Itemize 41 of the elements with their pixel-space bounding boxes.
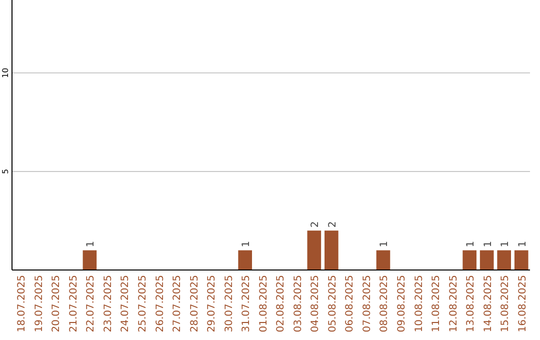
x-tick-label: 30.07.2025 <box>224 275 235 332</box>
x-tick-label: 20.07.2025 <box>51 275 62 332</box>
x-tick-label: 16.08.2025 <box>517 275 528 332</box>
x-tick-label: 05.08.2025 <box>327 275 338 332</box>
x-tick-label: 26.07.2025 <box>154 275 166 332</box>
x-tick-label: 04.08.2025 <box>310 275 322 332</box>
x-tick-label: 03.08.2025 <box>292 275 304 332</box>
data-label: 2 <box>327 221 338 228</box>
data-label: 1 <box>482 240 494 248</box>
x-tick-label: 24.07.2025 <box>120 275 132 332</box>
y-tick-label: 10 <box>1 68 10 78</box>
x-tick-label: 12.08.2025 <box>448 275 460 332</box>
x-tick-label: 13.08.2025 <box>466 275 477 332</box>
x-tick-label: 22.07.2025 <box>86 275 97 332</box>
x-tick-label: 28.07.2025 <box>189 275 200 332</box>
data-label: 1 <box>86 240 97 248</box>
x-tick-label: 18.07.2025 <box>16 275 28 332</box>
x-tick-label: 10.08.2025 <box>414 275 425 332</box>
data-label: 1 <box>500 240 512 248</box>
data-label: 1 <box>517 240 528 248</box>
x-tick-label: 11.08.2025 <box>431 275 442 332</box>
x-tick-label: 08.08.2025 <box>379 275 390 332</box>
data-label: 1 <box>241 240 252 248</box>
data-label: 2 <box>310 221 322 228</box>
x-tick-label: 15.08.2025 <box>500 275 512 332</box>
x-tick-label: 14.08.2025 <box>482 275 494 332</box>
x-tick-label: 19.07.2025 <box>34 275 45 332</box>
x-tick-label: 29.07.2025 <box>206 275 218 332</box>
x-tick-label: 02.08.2025 <box>276 275 287 332</box>
x-tick-label: 31.07.2025 <box>241 275 252 332</box>
data-label: 1 <box>379 240 390 248</box>
data-label: 1 <box>466 240 477 248</box>
x-tick-label: 07.08.2025 <box>362 275 373 332</box>
x-tick-label: 06.08.2025 <box>344 275 356 332</box>
x-tick-label: 23.07.2025 <box>102 275 114 332</box>
x-tick-label: 25.07.2025 <box>138 275 148 332</box>
x-tick-label: 27.07.2025 <box>172 275 184 332</box>
x-tick-label: 01.08.2025 <box>258 275 270 332</box>
x-tick-label: 21.07.2025 <box>68 275 80 332</box>
x-tick-label: 09.08.2025 <box>396 275 408 332</box>
y-tick-label: 5 <box>1 168 10 174</box>
